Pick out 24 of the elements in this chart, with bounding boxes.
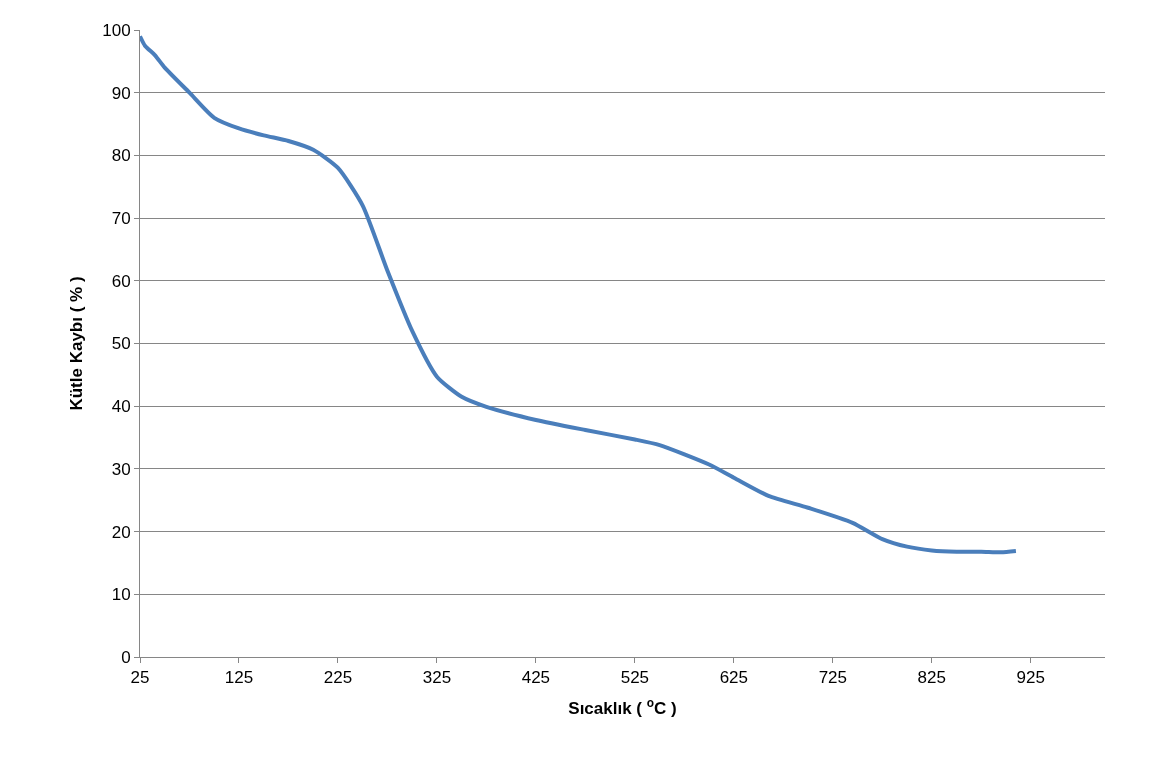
y-tick-label: 70 bbox=[111, 209, 131, 229]
x-tick-label: 225 bbox=[323, 668, 353, 688]
x-tick-label: 925 bbox=[1016, 668, 1045, 688]
y-tick-label: 90 bbox=[111, 83, 131, 103]
y-tick-label: 60 bbox=[111, 271, 131, 291]
x-tick-label: 425 bbox=[521, 668, 551, 688]
y-tick-label: 10 bbox=[111, 585, 131, 605]
y-axis-title: Kütle Kaybı ( % ) bbox=[66, 276, 86, 411]
y-tick-label: 100 bbox=[102, 20, 131, 40]
line-series bbox=[140, 34, 1018, 555]
x-tick-label: 725 bbox=[818, 668, 848, 688]
y-tick-label: 0 bbox=[121, 647, 131, 667]
x-tick-label: 825 bbox=[917, 668, 946, 688]
x-tick-label: 125 bbox=[224, 668, 254, 688]
x-tick-label: 25 bbox=[130, 668, 150, 688]
x-tick-label: 325 bbox=[422, 668, 452, 688]
y-tick-label: 30 bbox=[111, 459, 131, 479]
x-axis-title: Sıcaklık ( $^{o}$C ) bbox=[568, 695, 677, 718]
y-tick-label: 20 bbox=[111, 522, 131, 542]
x-tick-label: 525 bbox=[620, 668, 650, 688]
y-tick-label: 80 bbox=[111, 146, 131, 166]
x-tick-label: 625 bbox=[719, 668, 749, 688]
y-tick-label: 50 bbox=[111, 334, 131, 354]
y-tick-label: 40 bbox=[111, 397, 131, 417]
